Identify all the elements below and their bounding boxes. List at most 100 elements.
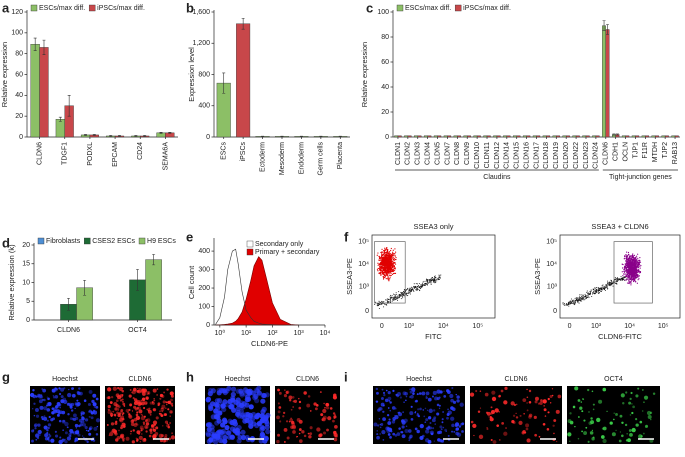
bar <box>428 136 431 137</box>
bar <box>517 136 520 137</box>
dot <box>625 266 626 267</box>
dot <box>616 283 617 284</box>
speck <box>373 422 377 426</box>
dot <box>626 267 627 268</box>
speck <box>503 432 507 436</box>
speck <box>451 387 453 389</box>
speck <box>284 428 288 432</box>
speck <box>94 406 96 408</box>
dot <box>391 257 392 258</box>
speck <box>392 390 394 392</box>
dot <box>377 305 378 306</box>
speck <box>513 421 516 424</box>
speck <box>161 408 163 410</box>
legend-label: CSES2 ESCs <box>92 238 135 245</box>
y-tick-label: 0 <box>26 317 30 324</box>
dot <box>414 287 415 288</box>
x-tick-label: CLDN10 <box>474 142 481 169</box>
dot <box>595 288 596 289</box>
speck <box>109 435 110 436</box>
dot <box>635 276 636 277</box>
dot <box>568 303 569 304</box>
bar <box>434 136 437 137</box>
speck <box>43 406 47 410</box>
dot <box>394 268 395 269</box>
speck <box>38 430 42 434</box>
dot <box>595 293 596 294</box>
x-tick-label: 10⁰ <box>215 329 226 337</box>
group-label: Tight-junction genes <box>609 174 672 181</box>
speck <box>428 416 431 419</box>
dot <box>622 264 623 265</box>
y-tick-label: 0 <box>206 322 210 329</box>
speck <box>223 435 228 440</box>
speck <box>629 433 633 437</box>
speck <box>568 419 572 423</box>
speck <box>170 399 173 402</box>
dot <box>627 279 628 280</box>
legend-swatch <box>38 238 44 244</box>
speck <box>333 415 336 418</box>
speck <box>376 392 379 395</box>
dot <box>629 281 630 282</box>
y-tick-label: 10⁴ <box>358 261 369 268</box>
speck <box>592 390 594 392</box>
speck <box>650 412 652 414</box>
x-tick-label: TJP2 <box>662 142 669 158</box>
dot <box>630 267 631 268</box>
dot <box>570 303 571 304</box>
group-label: Claudins <box>483 174 511 181</box>
dot <box>389 251 390 252</box>
speck <box>548 398 550 400</box>
bar <box>665 136 668 137</box>
dot <box>618 280 619 281</box>
speck <box>107 424 109 426</box>
dot <box>392 274 393 275</box>
bar <box>503 136 506 137</box>
dot <box>383 277 384 278</box>
dot <box>629 276 630 277</box>
dot <box>393 273 394 274</box>
dot <box>636 261 637 262</box>
dot <box>591 289 592 290</box>
dot <box>636 271 637 272</box>
x-tick-label: CLDN16 <box>523 142 530 169</box>
dot <box>423 282 424 283</box>
bar <box>635 136 638 137</box>
dot <box>579 297 580 298</box>
dot <box>583 295 584 296</box>
speck <box>411 418 414 421</box>
dot <box>632 273 633 274</box>
speck <box>492 397 496 401</box>
dot <box>629 257 630 258</box>
dot <box>571 298 572 299</box>
dot <box>378 264 379 265</box>
speck <box>642 389 643 390</box>
speck <box>539 436 541 438</box>
speck <box>491 439 493 441</box>
dot <box>429 279 430 280</box>
micrograph <box>470 386 562 444</box>
speck <box>326 429 329 432</box>
speck <box>590 417 592 419</box>
dot <box>387 301 388 302</box>
x-axis-title: CLDN6-FITC <box>598 332 642 341</box>
dot <box>438 278 439 279</box>
speck <box>221 388 226 393</box>
speck <box>265 429 270 434</box>
speck <box>569 441 570 442</box>
dot <box>634 264 635 265</box>
dot <box>637 266 638 267</box>
speck <box>487 412 491 416</box>
speck <box>207 439 212 444</box>
bar <box>543 136 546 137</box>
dot <box>385 252 386 253</box>
speck <box>535 397 539 401</box>
dot <box>383 254 384 255</box>
bar <box>573 136 576 137</box>
dot <box>627 263 628 264</box>
dot <box>629 263 630 264</box>
dot <box>389 255 390 256</box>
x-tick-label: PODXL <box>87 142 94 166</box>
dot <box>596 291 597 292</box>
